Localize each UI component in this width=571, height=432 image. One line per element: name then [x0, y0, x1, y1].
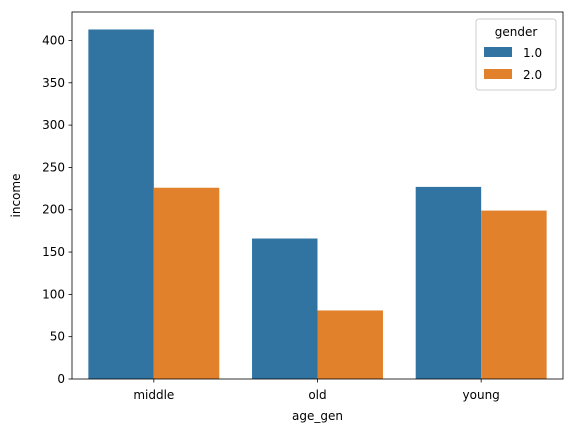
y-tick-label: 50 [50, 330, 65, 344]
x-axis-label: age_gen [292, 409, 343, 423]
x-axis: middle old young [133, 379, 500, 402]
y-tick-label: 200 [42, 203, 65, 217]
legend: gender 1.0 2.0 [475, 18, 557, 91]
legend-swatch-1-0 [484, 47, 512, 57]
y-tick-label: 100 [42, 287, 65, 301]
bar-old-2-0 [317, 310, 383, 379]
legend-swatch-2-0 [484, 69, 512, 79]
y-tick-label: 300 [42, 118, 65, 132]
x-tick-label: old [308, 388, 326, 402]
y-tick-label: 250 [42, 160, 65, 174]
bar-young-1-0 [415, 186, 482, 379]
y-tick-label: 0 [57, 372, 65, 386]
legend-label-1-0: 1.0 [523, 46, 542, 60]
bar-middle-2-0 [153, 187, 220, 379]
legend-title: gender [495, 25, 538, 39]
x-tick-label: young [463, 388, 500, 402]
y-axis-label: income [9, 174, 23, 218]
y-tick-label: 150 [42, 245, 65, 259]
x-tick-label: middle [133, 388, 174, 402]
bars-group [88, 29, 547, 379]
bar-old-1-0 [252, 238, 318, 379]
y-axis: 0 50 100 150 200 250 300 350 400 [42, 33, 72, 386]
y-tick-label: 400 [42, 33, 65, 47]
legend-label-2-0: 2.0 [523, 68, 542, 82]
bar-middle-1-0 [88, 29, 154, 379]
plot-frame [71, 11, 564, 380]
bar-young-2-0 [481, 210, 547, 379]
y-tick-label: 350 [42, 76, 65, 90]
